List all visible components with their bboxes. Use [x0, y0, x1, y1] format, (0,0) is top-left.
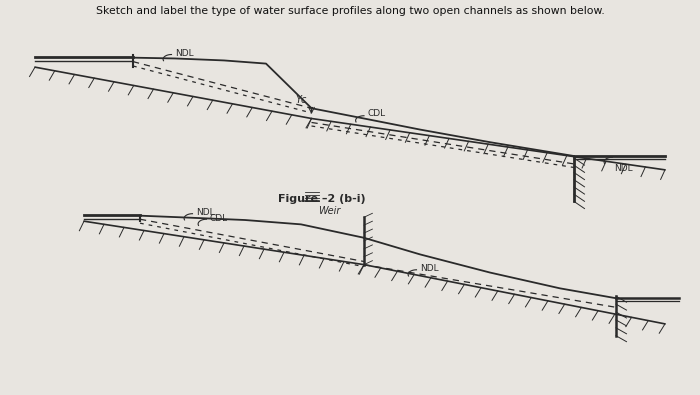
Text: NDL: NDL	[196, 208, 215, 217]
Text: CDL: CDL	[210, 214, 228, 223]
Text: Sketch and label the type of water surface profiles along two open channels as s: Sketch and label the type of water surfa…	[96, 6, 604, 16]
Text: Figure –2 (b-i): Figure –2 (b-i)	[278, 194, 366, 203]
Text: Yc: Yc	[295, 95, 307, 105]
Text: Weir: Weir	[318, 206, 341, 216]
Text: CDL: CDL	[368, 109, 386, 118]
Text: NDL: NDL	[420, 263, 439, 273]
Text: NDL: NDL	[175, 49, 194, 58]
Text: NDL: NDL	[614, 164, 633, 173]
